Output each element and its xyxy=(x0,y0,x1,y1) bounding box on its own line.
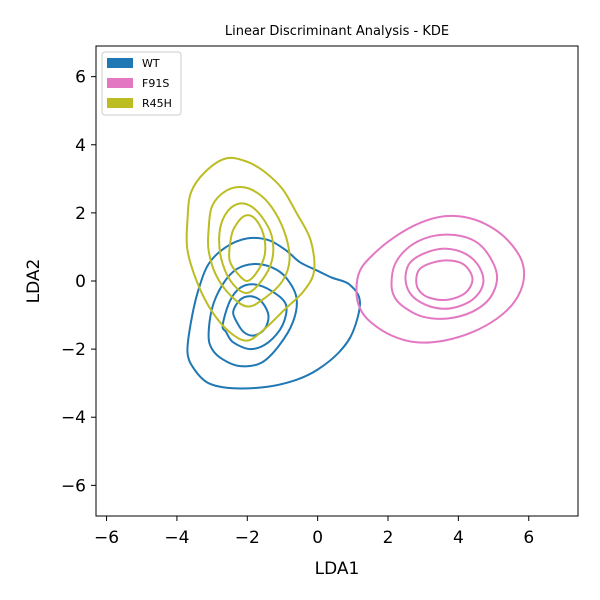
x-tick-label: 4 xyxy=(453,528,464,548)
y-tick-label: −6 xyxy=(61,476,86,496)
contour-f91s-level-3 xyxy=(404,247,485,310)
y-axis-label: LDA2 xyxy=(24,259,44,304)
contour-r45h-level-2 xyxy=(206,186,291,308)
chart-title: Linear Discriminant Analysis - KDE xyxy=(225,24,449,39)
legend-label-r45h: R45H xyxy=(142,97,172,110)
y-tick-label: 2 xyxy=(75,204,86,224)
y-tick-label: 0 xyxy=(75,272,86,292)
x-tick-label: −2 xyxy=(235,528,260,548)
legend-swatch-f91s xyxy=(107,78,133,88)
contour-layer xyxy=(185,156,526,390)
legend-label-f91s: F91S xyxy=(142,77,169,90)
plot-area-frame xyxy=(95,45,579,517)
y-tick-label: 6 xyxy=(75,68,86,88)
legend-swatch-r45h xyxy=(107,98,133,108)
contour-r45h-level-3 xyxy=(218,202,275,294)
x-tick-label: −4 xyxy=(164,528,189,548)
x-tick-label: 2 xyxy=(383,528,394,548)
x-axis: −6 −4 −2 0 2 4 6 xyxy=(94,516,534,548)
y-tick-label: 4 xyxy=(75,136,86,156)
x-tick-label: 6 xyxy=(523,528,534,548)
contour-wt-level-1 xyxy=(186,236,361,390)
contour-r45h-level-1 xyxy=(185,156,316,342)
contour-f91s-level-2 xyxy=(390,233,499,320)
contour-f91s-level-4 xyxy=(415,259,474,302)
legend: WT F91S R45H xyxy=(101,51,182,116)
y-tick-label: −2 xyxy=(61,340,86,360)
legend-label-wt: WT xyxy=(142,57,160,70)
y-axis: −6 −4 −2 0 2 4 6 xyxy=(61,68,96,496)
contour-wt-level-3 xyxy=(221,283,288,351)
x-tick-label: −6 xyxy=(94,528,119,548)
y-tick-label: −4 xyxy=(61,408,86,428)
contour-wt-level-4 xyxy=(232,295,270,337)
x-tick-label: 0 xyxy=(312,528,323,548)
legend-swatch-wt xyxy=(107,58,133,68)
x-axis-label: LDA1 xyxy=(315,559,360,579)
contour-f91s-level-1 xyxy=(355,214,526,344)
contour-r45h-level-4 xyxy=(228,214,267,282)
